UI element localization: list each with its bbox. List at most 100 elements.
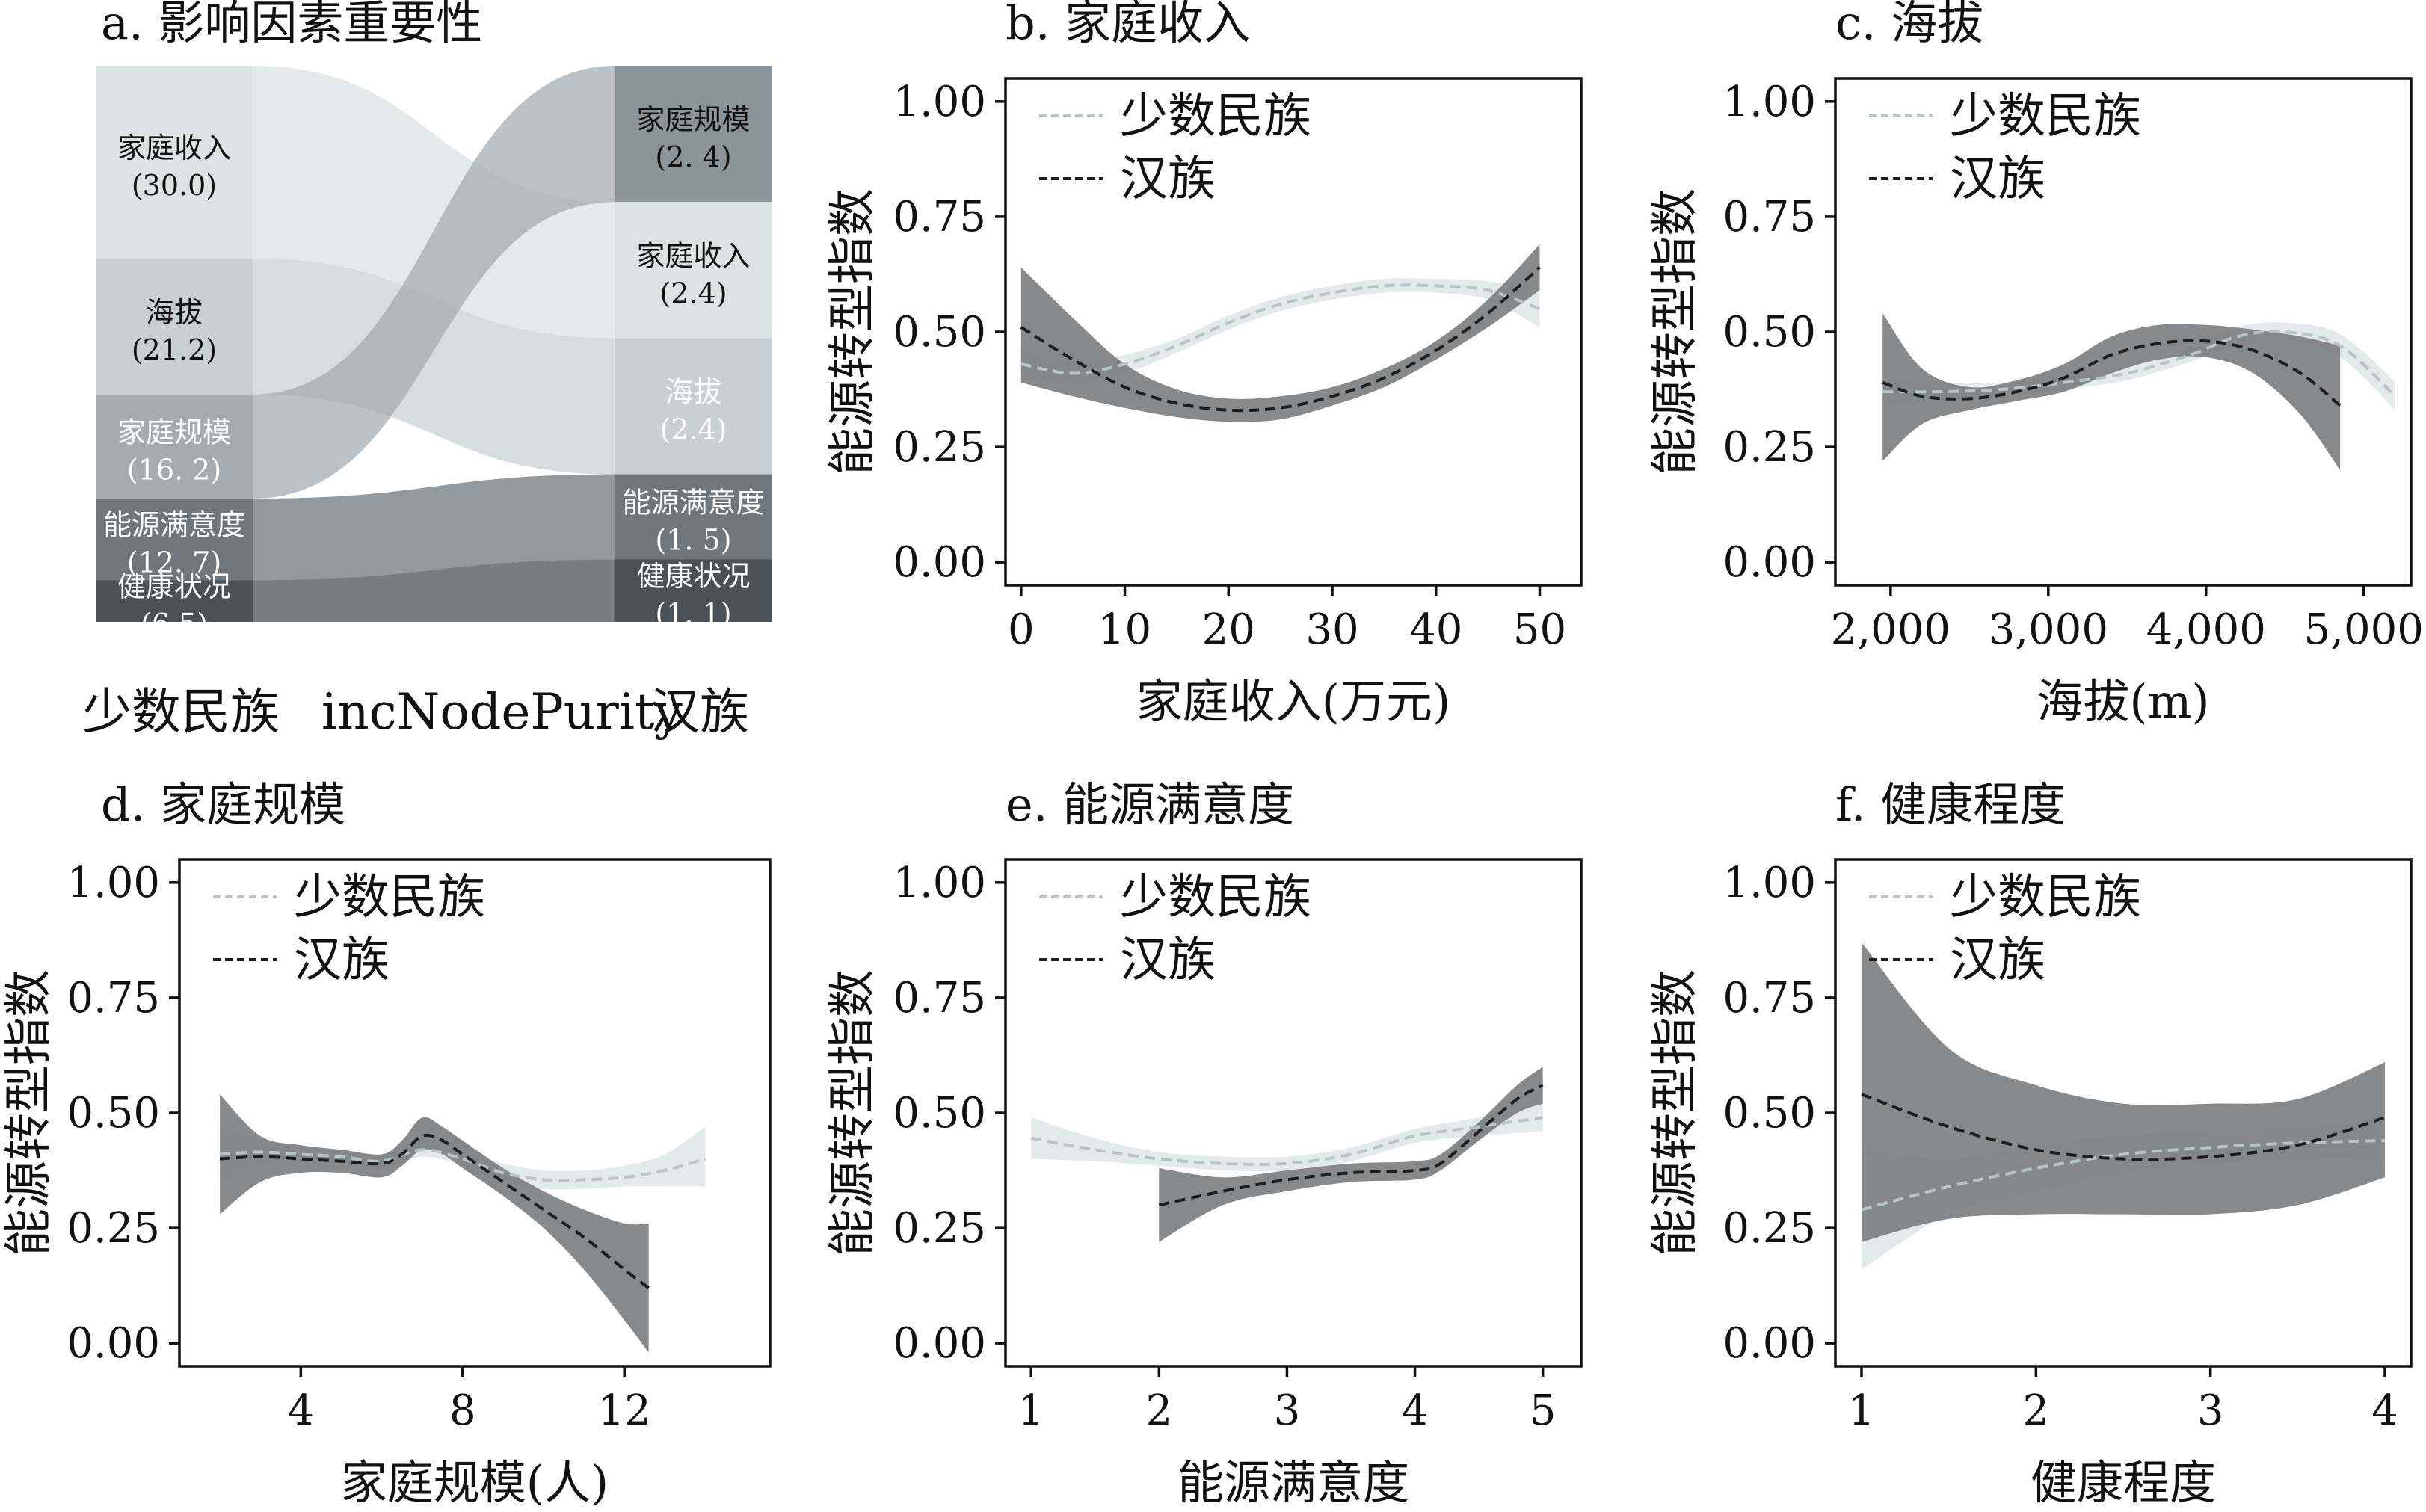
- x-tick-label: 5,000: [2304, 605, 2424, 654]
- y-tick-label: 0.00: [1722, 538, 1816, 587]
- sankey-node-right: [615, 66, 772, 203]
- confidence-band-han: [1862, 942, 2385, 1242]
- sankey-middle-label: incNodePurity: [321, 683, 683, 741]
- sankey-node-right: [615, 559, 772, 622]
- series-line-han: [1158, 1084, 1544, 1207]
- y-tick-label: 0.75: [67, 974, 160, 1022]
- plot-frame: [1004, 77, 1583, 587]
- y-tick-label: 1.00: [67, 859, 160, 907]
- sankey-node-value: (6.5): [141, 608, 208, 641]
- sankey-node-left: [96, 66, 253, 259]
- y-tick-label: 0.00: [893, 538, 986, 587]
- y-tick-label: 0.50: [67, 1089, 160, 1138]
- legend-label: 少数民族: [1950, 89, 2141, 144]
- legend-label: 汉族: [1120, 152, 1216, 207]
- x-tick-label: 2: [1146, 1386, 1173, 1435]
- y-tick-label: 0.00: [893, 1319, 986, 1368]
- x-tick-label: 20: [1202, 605, 1255, 654]
- x-tick-label: 8: [449, 1386, 476, 1435]
- y-tick-label: 0.50: [1722, 308, 1816, 357]
- x-tick-label: 40: [1409, 605, 1462, 654]
- sankey-node-value: (2.4): [659, 277, 727, 309]
- sankey-node-value: (1. 1): [655, 597, 731, 630]
- panel-b-title: b. 家庭收入: [1006, 0, 1250, 50]
- legend-label: 少数民族: [1120, 870, 1311, 925]
- series-line-han: [219, 1133, 650, 1289]
- panel-f-title: f. 健康程度: [1835, 777, 2066, 832]
- sankey-node-name: 健康状况: [636, 560, 750, 593]
- sankey-flow: [253, 559, 615, 622]
- sankey-node-value: (2. 4): [655, 141, 731, 173]
- panel-a-title: a. 影响因素重要性: [101, 0, 482, 50]
- legend-label: 汉族: [1120, 933, 1216, 988]
- series-line-han: [1861, 1093, 2386, 1161]
- series-line-han: [1020, 266, 1541, 413]
- y-tick-label: 0.25: [1722, 423, 1816, 472]
- confidence-band-han: [1020, 244, 1540, 422]
- sankey-flow: [253, 258, 615, 475]
- y-tick-label: 1.00: [1722, 78, 1816, 126]
- y-tick-label: 0.75: [893, 193, 986, 241]
- sankey-node-name: 能源满意度: [103, 509, 245, 542]
- series-line-minority: [1861, 1139, 2386, 1212]
- sankey-right-column: 家庭规模 (2. 4) 家庭收入 (2.4) 海拔 (2.4) 能源满意度 (1. 5)健康状…: [615, 66, 772, 630]
- y-tick-label: 0.75: [1722, 193, 1816, 241]
- y-axis-label: 能源转型指数: [825, 188, 881, 475]
- y-tick-label: 0.75: [1722, 974, 1816, 1022]
- sankey-flows: [253, 66, 615, 622]
- sankey-node-value: (2.4): [659, 413, 727, 446]
- panel-c-title: c. 海拔: [1835, 0, 1983, 50]
- sankey-node-name: 家庭收入: [636, 239, 750, 272]
- confidence-band-han: [1882, 313, 2341, 470]
- series-line-minority: [1030, 1116, 1543, 1166]
- x-axis-label: 能源满意度: [1177, 1455, 1409, 1510]
- plot-area: [1882, 313, 2397, 470]
- plot-area: [219, 1094, 706, 1353]
- sankey-node-value: (16. 2): [127, 453, 221, 486]
- legend-label: 汉族: [294, 933, 390, 988]
- y-tick-label: 0.50: [893, 308, 986, 357]
- x-tick-label: 4: [2371, 1386, 2398, 1435]
- legend-label: 汉族: [1950, 933, 2045, 988]
- series-line-han: [1882, 339, 2342, 407]
- series-line-minority: [1882, 330, 2397, 398]
- sankey-left-column-label: 少数民族: [82, 683, 280, 741]
- sankey-node-left: [96, 580, 253, 622]
- x-tick-label: 0: [1008, 605, 1035, 654]
- sankey-node-right: [615, 474, 772, 560]
- x-tick-label: 3,000: [1989, 605, 2108, 654]
- x-tick-label: 3: [1274, 1386, 1301, 1435]
- confidence-band-han: [220, 1094, 649, 1353]
- y-tick-label: 0.25: [893, 1204, 986, 1253]
- y-tick-label: 0.00: [1722, 1319, 1816, 1368]
- y-tick-label: 0.50: [893, 1089, 986, 1138]
- sankey-flow: [253, 66, 615, 339]
- y-tick-label: 0.25: [1722, 1204, 1816, 1253]
- y-tick-label: 0.25: [893, 423, 986, 472]
- x-tick-label: 2,000: [1831, 605, 1951, 654]
- sankey-right-column-label: 汉族: [650, 683, 749, 741]
- sankey-node-value: (12. 7): [127, 546, 221, 579]
- plot-area: [1020, 244, 1541, 422]
- panel-b-line-chart: b. 家庭收入 0.00 0.25 0.50 0.75 1.00 0 10 20 30 40 50 家庭…: [825, 0, 1583, 729]
- x-axis-label: 家庭收入(万元): [1136, 674, 1450, 729]
- panel-c-line-chart: c. 海拔 0.00 0.25 0.50 0.75 1.00 2,000 3,000 4,000…: [1648, 0, 2424, 729]
- x-tick-label: 1: [1017, 1386, 1044, 1435]
- sankey-node-right: [615, 338, 772, 475]
- x-tick-label: 1: [1848, 1386, 1875, 1435]
- x-axis-label: 海拔(m): [2036, 674, 2209, 729]
- series-line-minority: [1020, 283, 1541, 375]
- x-tick-label: 3: [2197, 1386, 2224, 1435]
- x-tick-label: 50: [1513, 605, 1566, 654]
- panel-e-line-chart: e. 能源满意度 0.00 0.25 0.50 0.75 1.00 1 2 3 4 5 能源满意度 能源…: [825, 777, 1583, 1510]
- sankey-node-name: 海拔: [665, 376, 721, 409]
- legend-label: 少数民族: [294, 870, 485, 925]
- y-tick-label: 1.00: [893, 78, 986, 126]
- sankey-node-left: [96, 499, 253, 581]
- panel-e-title: e. 能源满意度: [1006, 777, 1294, 832]
- sankey-flow: [253, 474, 615, 581]
